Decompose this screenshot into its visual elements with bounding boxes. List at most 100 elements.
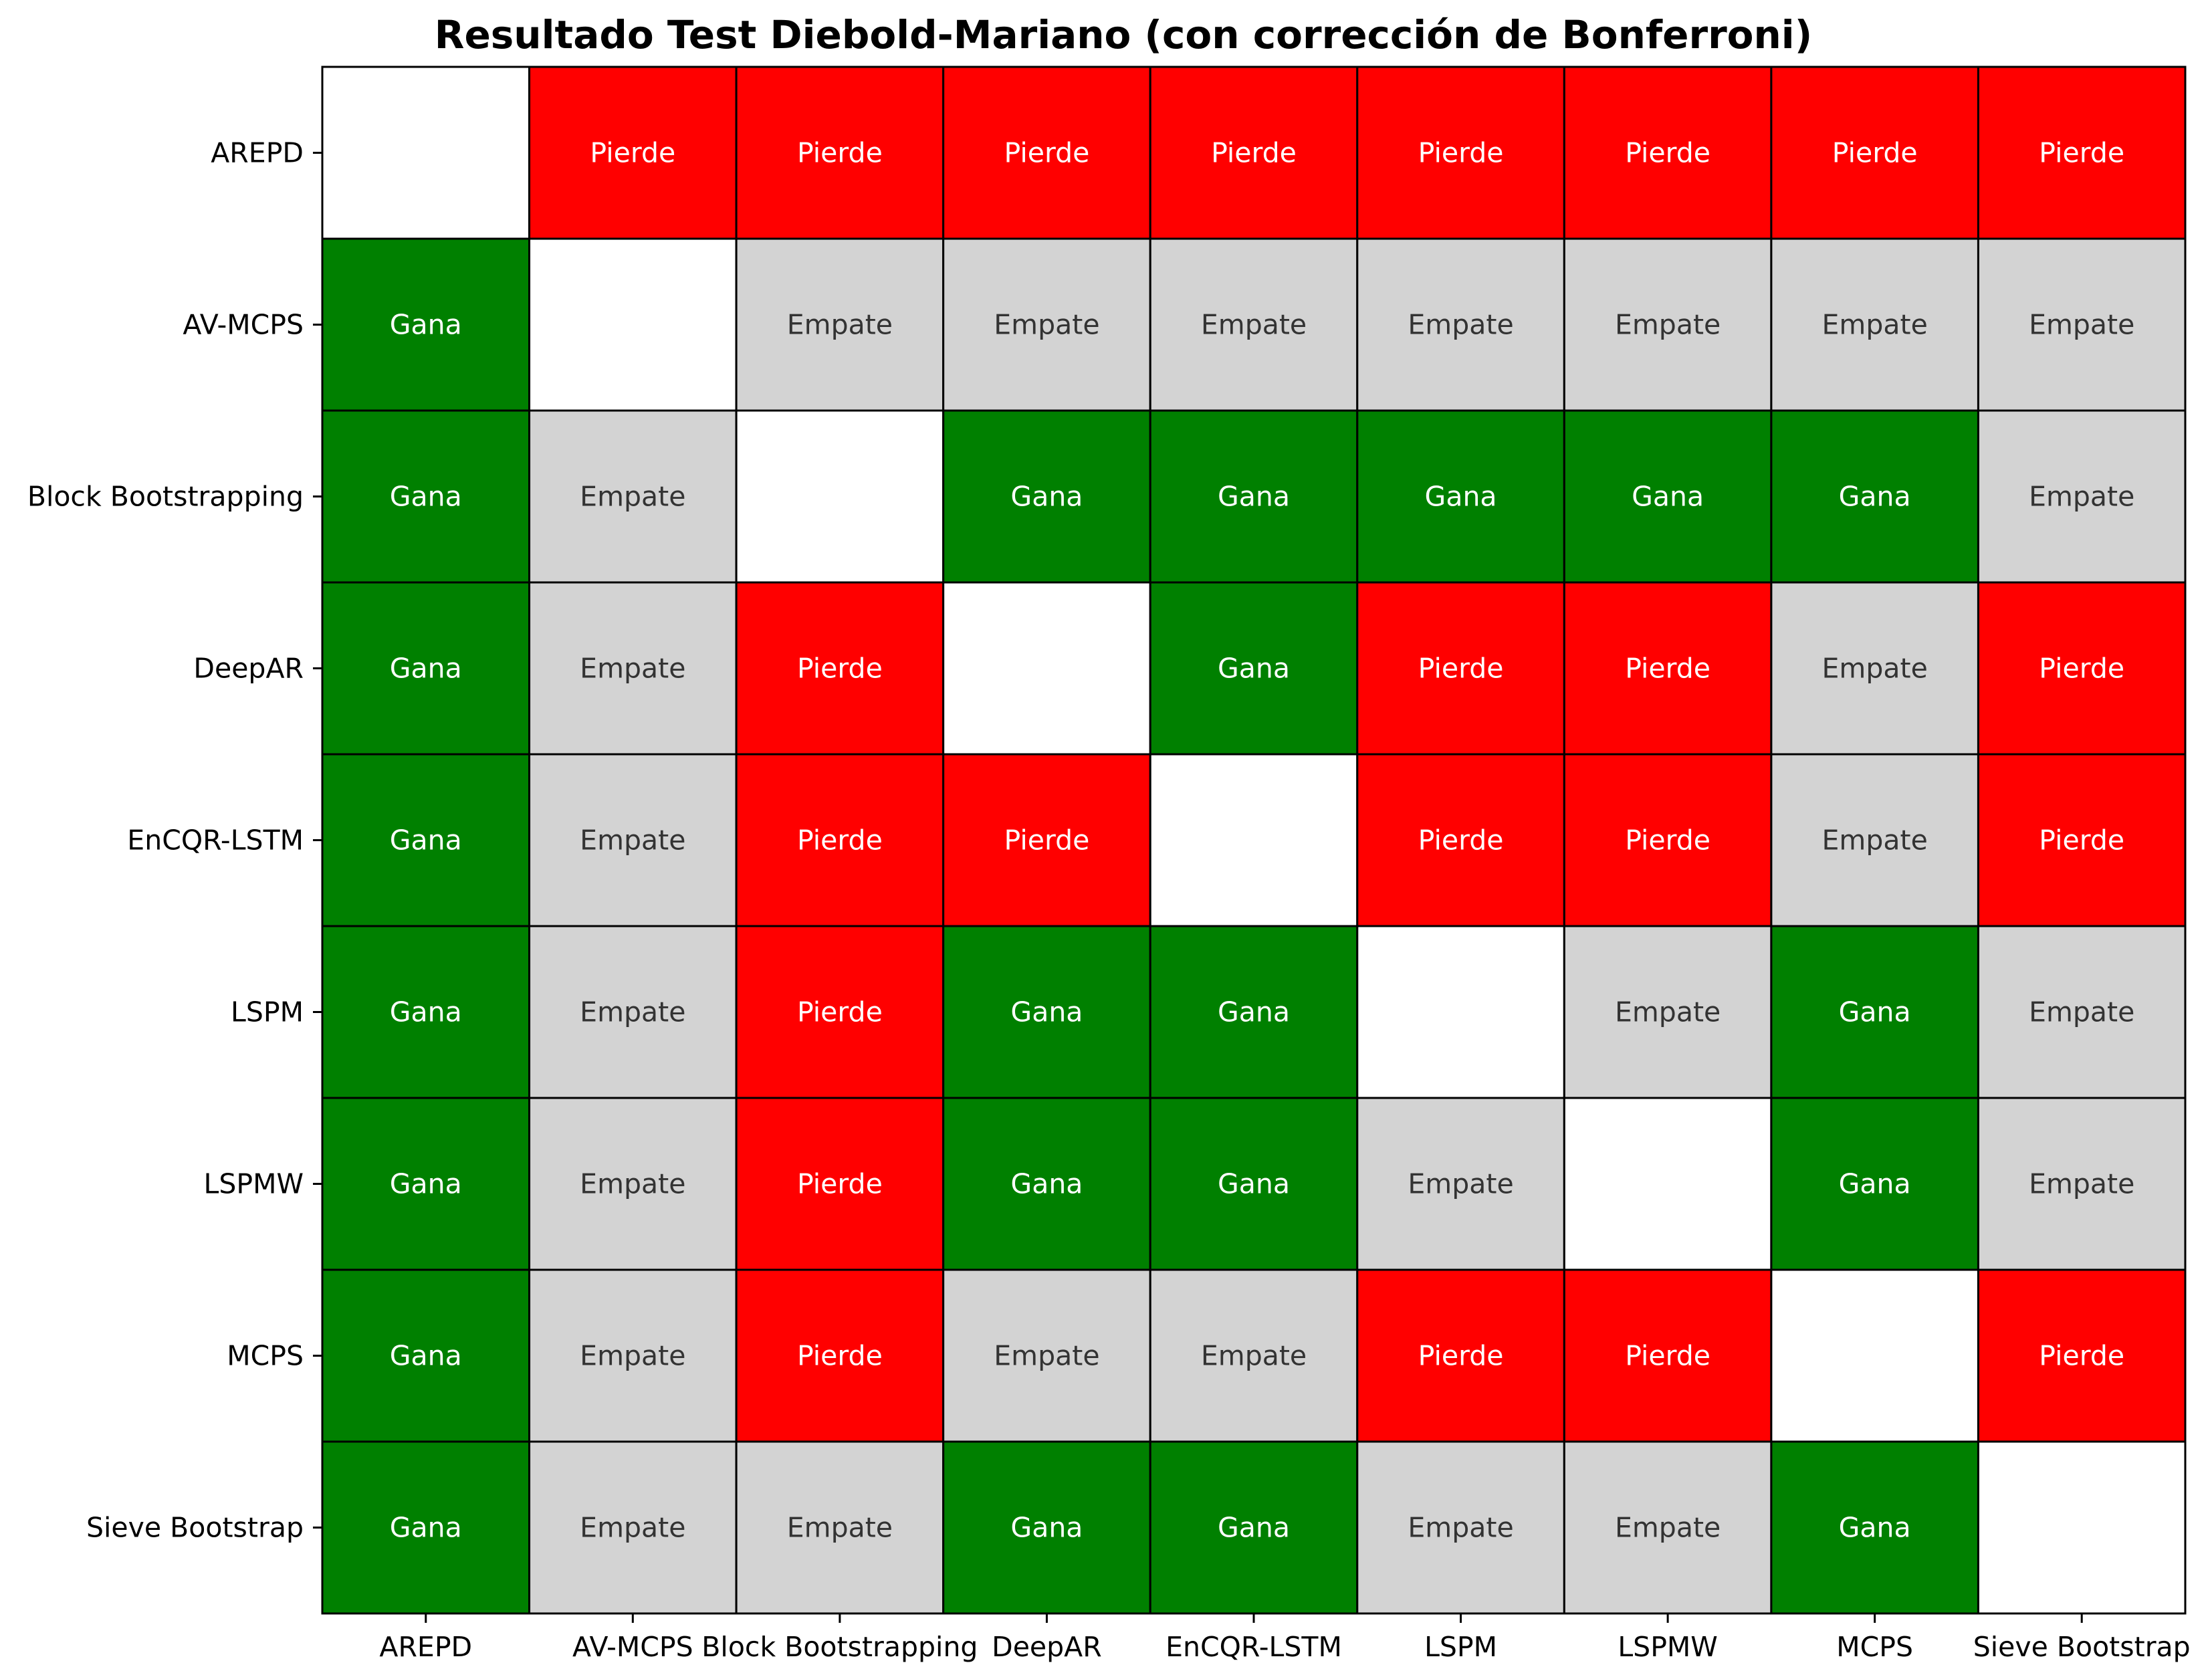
- heatmap-cell: [1770, 753, 1979, 927]
- cell-label: Gana: [1218, 996, 1290, 1028]
- heatmap-cell: [942, 581, 1151, 756]
- cell-label: Pierde: [2039, 137, 2124, 169]
- heatmap-cell: [1977, 66, 2187, 240]
- cell-label: Empate: [580, 1340, 685, 1372]
- x-tick-label: AREPD: [379, 1631, 472, 1663]
- heatmap-cell: [735, 581, 945, 756]
- cell-label: Pierde: [1418, 653, 1504, 685]
- cell-label: Pierde: [2039, 824, 2124, 857]
- heatmap-cell: [735, 1097, 945, 1271]
- y-tick-label: AV-MCPS: [183, 309, 304, 341]
- cell-label: Pierde: [1625, 137, 1710, 169]
- heatmap-cell: [942, 1440, 1151, 1615]
- cell-label: Empate: [580, 1512, 685, 1544]
- y-tick-label: LSPM: [231, 996, 304, 1028]
- cell-label: Empate: [787, 1512, 893, 1544]
- cell-label: Empate: [1408, 1168, 1513, 1200]
- cell-label: Pierde: [1418, 137, 1504, 169]
- heatmap-cell: [1356, 581, 1565, 756]
- x-tick-label: Block Bootstrapping: [701, 1631, 978, 1663]
- heatmap-cell: [1149, 581, 1359, 756]
- cell-label: Pierde: [797, 653, 883, 685]
- heatmap-cell: [1977, 925, 2187, 1099]
- x-tick-label: LSPM: [1424, 1631, 1497, 1663]
- heatmap-cell: [528, 925, 738, 1099]
- heatmap-cell: [1149, 1097, 1359, 1271]
- heatmap-cell: [1149, 1268, 1359, 1443]
- heatmap-cell: [1977, 1268, 2187, 1443]
- heatmap-cell: [528, 1097, 738, 1271]
- y-tick-label: AREPD: [211, 137, 304, 169]
- cell-label: Gana: [1010, 481, 1083, 513]
- cell-label: Empate: [1822, 824, 1928, 857]
- heatmap-cell: [1149, 925, 1359, 1099]
- cell-label: Empate: [580, 653, 685, 685]
- cell-label: Empate: [1822, 653, 1928, 685]
- chart-title: Resultado Test Diebold-Mariano (con corr…: [435, 12, 1812, 58]
- cell-label: Gana: [390, 653, 462, 685]
- cell-label: Gana: [390, 481, 462, 513]
- heatmap-cell: [1149, 1440, 1359, 1615]
- cell-label: Pierde: [2039, 1340, 2124, 1372]
- cell-label: Pierde: [1004, 824, 1090, 857]
- heatmap-cell: [1770, 237, 1979, 412]
- y-tick-label: Sieve Bootstrap: [86, 1512, 304, 1544]
- heatmap-cell: [1563, 237, 1773, 412]
- heatmap-cells: Pierde Pierde Pierde Pierde Pierde Pierde Pier…: [321, 66, 2187, 1615]
- cell-label: Empate: [1408, 309, 1513, 341]
- cell-label: Empate: [2029, 481, 2134, 513]
- cell-label: Gana: [1839, 996, 1911, 1028]
- cell-label: Empate: [1408, 1512, 1513, 1544]
- heatmap-cell: [735, 1440, 945, 1615]
- cell-label: Gana: [1839, 1512, 1911, 1544]
- cell-label: Pierde: [1004, 137, 1090, 169]
- heatmap-cell: [1977, 1097, 2187, 1271]
- heatmap-cell: [735, 66, 945, 240]
- x-tick-label: EnCQR-LSTM: [1166, 1631, 1342, 1663]
- heatmap-cell: [528, 1440, 738, 1615]
- cell-label: Pierde: [1625, 653, 1710, 685]
- y-tick-label: EnCQR-LSTM: [127, 824, 304, 857]
- heatmap-cell: [1770, 925, 1979, 1099]
- cell-label: Empate: [580, 996, 685, 1028]
- x-tick-label: Sieve Bootstrap: [1973, 1631, 2191, 1663]
- cell-label: Empate: [1615, 996, 1721, 1028]
- cell-label: Pierde: [1418, 824, 1504, 857]
- heatmap-cell: [735, 925, 945, 1099]
- x-tick-label: LSPMW: [1618, 1631, 1718, 1663]
- cell-label: Gana: [1839, 1168, 1911, 1200]
- heatmap-cell: [1563, 753, 1773, 927]
- heatmap-cell: [1356, 409, 1565, 584]
- cell-label: Empate: [1615, 1512, 1721, 1544]
- heatmap-cell: [1356, 1440, 1565, 1615]
- heatmap-cell: [1770, 409, 1979, 584]
- cell-label: Empate: [1201, 1340, 1307, 1372]
- cell-label: Empate: [2029, 309, 2134, 341]
- cell-label: Pierde: [797, 137, 883, 169]
- cell-label: Gana: [1010, 1512, 1083, 1544]
- y-tick-label: Block Bootstrapping: [27, 481, 304, 513]
- heatmap-cell: [1977, 237, 2187, 412]
- cell-label: Pierde: [1211, 137, 1297, 169]
- cell-label: Gana: [1010, 996, 1083, 1028]
- heatmap-cell: [1149, 753, 1359, 927]
- heatmap-cell: [1356, 237, 1565, 412]
- heatmap-cell: [1770, 1440, 1979, 1615]
- heatmap-cell: [735, 753, 945, 927]
- heatmap-cell: [321, 409, 531, 584]
- x-tick-label: AV-MCPS: [572, 1631, 693, 1663]
- heatmap-cell: [735, 237, 945, 412]
- cell-label: Gana: [1425, 481, 1497, 513]
- cell-label: Gana: [1218, 1512, 1290, 1544]
- heatmap-cell: [1563, 925, 1773, 1099]
- cell-label: Empate: [580, 824, 685, 857]
- cell-label: Empate: [2029, 1168, 2134, 1200]
- heatmap-cell: [942, 409, 1151, 584]
- cell-label: Empate: [2029, 996, 2134, 1028]
- cell-label: Empate: [1822, 309, 1928, 341]
- cell-label: Empate: [994, 309, 1099, 341]
- heatmap-cell: [528, 409, 738, 584]
- cell-label: Gana: [1218, 1168, 1290, 1200]
- cell-label: Gana: [390, 1340, 462, 1372]
